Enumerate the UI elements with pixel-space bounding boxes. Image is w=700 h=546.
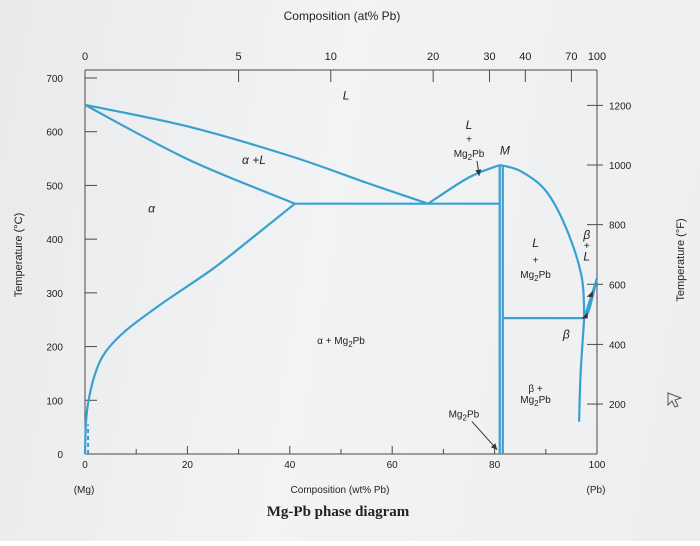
y-tick-label: 500: [46, 181, 63, 192]
y-axis-title: Temperature (°C): [13, 213, 25, 297]
phase-boundary-solidus-alpha: [84, 103, 296, 205]
top-tick-label: 0: [82, 51, 88, 63]
region-label: L: [583, 250, 590, 264]
eutectic-marker: [586, 290, 593, 297]
y-tick-label: 100: [46, 396, 63, 407]
cursor-icon: [667, 392, 683, 408]
region-label: β: [562, 328, 570, 342]
region-label: β +: [528, 384, 543, 395]
eutectic-marker: [581, 312, 588, 319]
y-tick-label: 700: [46, 74, 63, 85]
right-tick-label: 200: [609, 400, 626, 411]
top-tick-label: 70: [565, 51, 577, 63]
top-tick-label: 20: [427, 51, 439, 63]
x-tick-label: 20: [182, 460, 194, 471]
y-tick-label: 200: [46, 343, 63, 354]
region-label: Mg2Pb: [520, 270, 551, 283]
region-label: +: [466, 134, 472, 145]
right-tick-label: 600: [609, 280, 626, 291]
chart-title: Mg-Pb phase diagram: [267, 504, 410, 520]
region-label: Mg2Pb: [449, 409, 480, 422]
right-tick-label: 1200: [609, 101, 632, 112]
region-label: L: [343, 88, 350, 102]
region-label: α + Mg2Pb: [317, 336, 365, 349]
y-tick-label: 600: [46, 128, 63, 139]
phase-boundary-liquidus-mg2pb-left: [427, 163, 501, 205]
top-tick-label: 40: [519, 51, 531, 63]
top-axis-title: Composition (at% Pb): [284, 9, 401, 23]
x-tick-label: 80: [489, 460, 501, 471]
axes-group: 0 20 40 60 80 1000100200300400500600700120010…: [46, 51, 631, 471]
x-tick-label: 40: [284, 460, 296, 471]
right-tick-label: 1000: [609, 161, 632, 172]
label-pointer-head: [490, 443, 498, 450]
y-tick-label: 0: [57, 450, 63, 461]
region-label: β: [582, 228, 590, 242]
label-pointer-head: [475, 169, 482, 176]
phase-boundary-liquidus-mg2pb-right: [499, 163, 586, 319]
right-axis-title: Temperature (°F): [675, 218, 687, 301]
phase-boundaries-group: [83, 103, 599, 455]
region-label: Mg2Pb: [454, 149, 485, 162]
top-tick-label: 100: [588, 51, 606, 63]
x-left-end-label: (Mg): [74, 485, 95, 496]
phase-boundary-solvus-alpha: [83, 202, 296, 455]
top-tick-label: 10: [325, 51, 337, 63]
region-label: +: [584, 241, 590, 252]
region-label: M: [500, 143, 510, 157]
top-tick-label: 5: [236, 51, 242, 63]
right-tick-label: 400: [609, 340, 626, 351]
region-label: L: [532, 236, 539, 250]
region-label: α: [148, 201, 156, 215]
x-tick-label: 0: [82, 460, 88, 471]
right-tick-label: 800: [609, 221, 626, 232]
top-tick-label: 30: [483, 51, 495, 63]
phase-boundary-beta-solvus: [577, 318, 586, 422]
y-tick-label: 400: [46, 235, 63, 246]
x-tick-label: 60: [387, 460, 399, 471]
x-axis-title: Composition (wt% Pb): [291, 485, 390, 496]
region-label: L: [466, 118, 473, 132]
phase-boundary-liquidus-alpha: [84, 103, 429, 205]
region-label: +: [533, 255, 539, 266]
y-tick-label: 300: [46, 289, 63, 300]
region-label: α +L: [242, 153, 266, 167]
x-tick-label: 100: [589, 460, 606, 471]
x-right-end-label: (Pb): [587, 485, 606, 496]
label-pointer: [471, 421, 498, 451]
region-label: Mg2Pb: [520, 395, 551, 408]
